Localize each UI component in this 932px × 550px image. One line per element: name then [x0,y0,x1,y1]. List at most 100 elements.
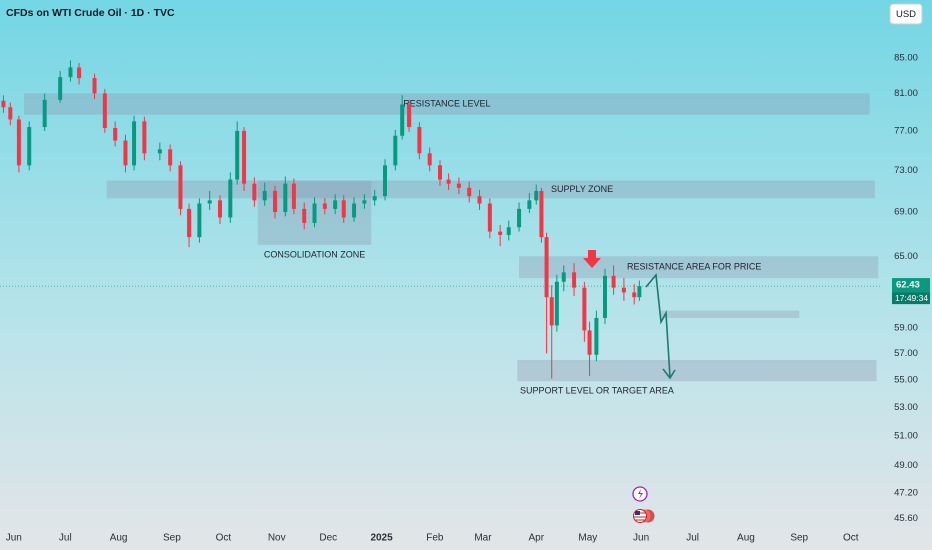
zone [24,93,870,115]
y-tick-label: 73.00 [894,165,918,176]
x-tick-label: Feb [426,533,444,544]
candle-body [102,93,107,129]
candles [0,60,880,379]
candle-body [142,121,147,154]
candle-body [113,128,118,141]
candle-body [273,190,277,213]
zone-label: SUPPORT LEVEL OR TARGET AREA [520,386,674,396]
x-tick-label: Jun [6,533,22,544]
x-tick-label: Jul [59,533,72,544]
zone [519,256,879,279]
y-tick-label: 45.60 [894,513,918,524]
candle-body [352,203,357,218]
candle-body [302,208,307,223]
x-tick-label: Jul [686,533,699,544]
y-tick-label: 53.00 [894,402,918,413]
x-tick-label: Mar [474,533,492,544]
candle-body [498,231,503,235]
y-tick-label: 65.00 [894,251,918,262]
candle-body [228,179,233,218]
candle-body [42,99,47,128]
y-tick-label: 85.00 [894,52,918,63]
countdown-badge [892,292,930,305]
candle-body [322,203,327,209]
candle-body [554,281,559,326]
candle-body [283,183,288,213]
candle-body [197,203,202,238]
candle-body [417,127,422,154]
y-tick-label: 49.00 [894,460,918,471]
candle-body [393,135,398,166]
candle-body [561,272,566,282]
zone [106,180,875,199]
candle-body [341,200,346,218]
candle-body [16,119,21,166]
zone-label: RESISTANCE LEVEL [403,98,490,108]
candle-body [383,165,387,197]
candle-body [477,196,482,204]
candle-body [178,165,183,209]
currency-label: USD [896,9,916,20]
candle-body [467,187,472,197]
candle-body [1,100,6,108]
candle-body [291,183,296,209]
candle-body [611,275,616,288]
candle-body [27,127,32,166]
candle-body [92,78,97,94]
candle-body [637,286,642,298]
flag-canton [635,511,640,515]
y-tick-label: 55.00 [894,374,918,385]
candle-body [527,200,532,209]
candle-body [587,330,592,355]
y-tick-label: 77.00 [894,125,918,136]
candle-body [506,227,511,235]
candle-body [549,297,554,326]
candle-body [77,67,82,79]
down-arrow [583,250,601,268]
zone-label: CONSOLIDATION ZONE [264,249,365,259]
candle-body [446,179,451,184]
zones: RESISTANCE LEVEL SUPPLY ZONE CONSOLIDATION… [24,93,879,396]
candle-body [621,287,626,293]
candle-body [68,67,73,78]
candle-body [534,190,539,201]
candle-body [235,130,240,180]
y-tick-label: 59.00 [894,322,918,333]
candle-body [187,208,192,238]
x-tick-label: Aug [737,533,755,544]
x-tick-label: Oct [843,533,859,544]
candle-body [456,183,461,188]
candle-body [8,107,13,120]
y-tick-label: 51.00 [894,430,918,441]
candle-body [132,121,137,166]
candle-body [407,104,412,128]
y-tick-label: 47.20 [894,488,918,499]
chart-title: CFDs on WTI Crude Oil · 1D · TVC [6,7,175,19]
overlay [583,250,676,523]
zone [517,359,877,382]
x-tick-label: Aug [110,533,128,544]
projection-path [645,273,671,378]
candle-body [572,272,577,288]
event-icon-glyph [638,489,643,499]
x-tick-label: May [578,533,597,544]
last-price-badge [892,278,930,293]
candle-body [262,190,267,201]
candle-body [312,203,317,223]
candle-body [333,200,338,209]
axes: 85.00 81.00 77.00 73.00 69.00 65.00 59.00 57.00… [6,52,930,544]
currency-button[interactable] [889,3,923,25]
y-tick-label: 69.00 [894,207,918,218]
candle-body [362,200,367,204]
candle-body [544,237,549,298]
last-price-label: 62.43 [896,280,920,291]
candle-body [487,203,492,232]
countdown-label: 17:49:34 [895,293,928,303]
candle-body [157,149,162,154]
candle-body [603,275,607,318]
candle-body [372,196,377,201]
candle-body [123,140,128,166]
candle-body [207,200,212,204]
